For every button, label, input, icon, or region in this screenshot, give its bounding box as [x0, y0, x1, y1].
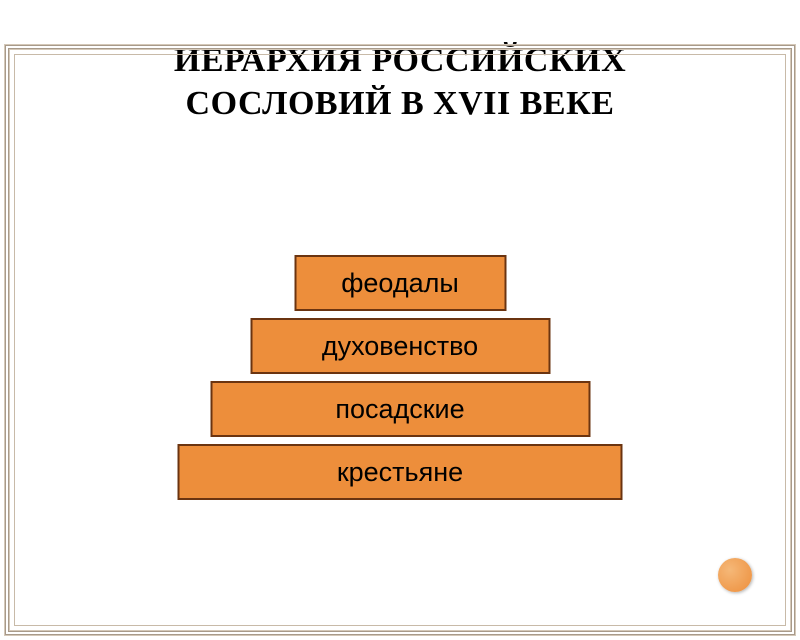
pyramid-level-label: феодалы [341, 268, 459, 299]
next-slide-button[interactable] [718, 558, 752, 592]
pyramid-level-3: крестьяне [178, 444, 623, 500]
pyramid-level-2: посадские [210, 381, 590, 437]
pyramid-level-label: посадские [335, 394, 464, 425]
hierarchy-pyramid: феодалы духовенство посадские крестьяне [178, 255, 623, 500]
pyramid-level-label: крестьяне [337, 457, 463, 488]
pyramid-level-label: духовенство [322, 331, 478, 362]
pyramid-level-0: феодалы [294, 255, 506, 311]
pyramid-level-1: духовенство [250, 318, 550, 374]
